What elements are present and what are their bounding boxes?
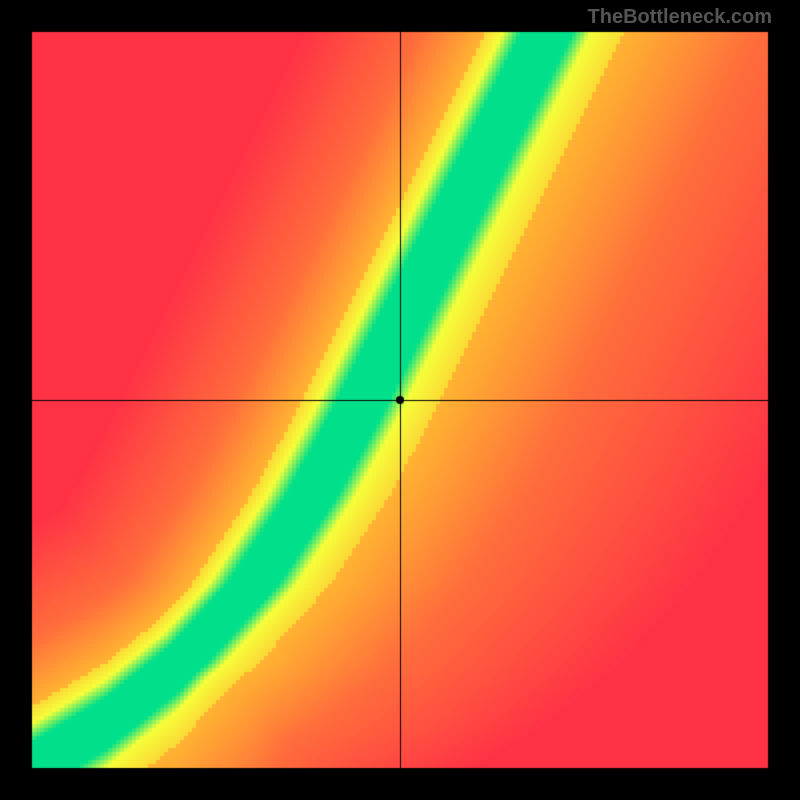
heatmap-canvas [0, 0, 800, 800]
watermark-text: TheBottleneck.com [588, 6, 772, 29]
chart-container: TheBottleneck.com [0, 0, 800, 800]
